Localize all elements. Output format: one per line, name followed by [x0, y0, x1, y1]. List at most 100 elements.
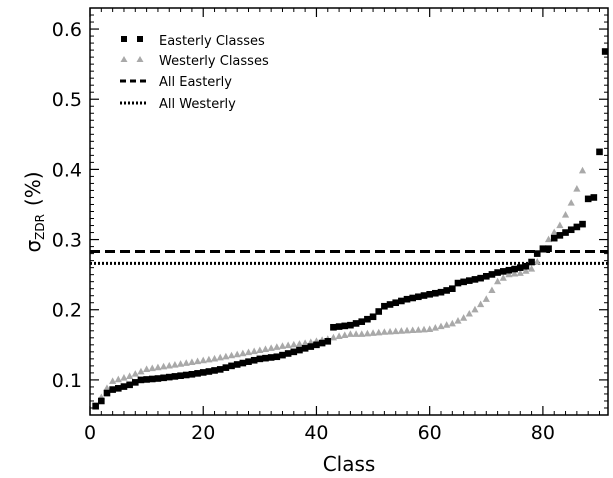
easterly-point: [98, 397, 105, 405]
easterly-point: [120, 383, 128, 390]
westerly-point: [261, 345, 270, 352]
westerly-point: [533, 258, 541, 265]
easterly-point: [584, 195, 592, 203]
svg-text:σZDR(%): σZDR (%): [21, 171, 47, 252]
westerly-point: [103, 384, 111, 391]
easterly-point: [273, 353, 281, 361]
westerly-point: [414, 326, 422, 333]
easterly-point: [375, 308, 383, 315]
westerly-point: [193, 357, 202, 365]
westerly-series: [92, 166, 587, 410]
easterly-point: [556, 232, 564, 239]
easterly-point: [352, 320, 360, 327]
easterly-point: [284, 350, 292, 357]
westerly-point: [131, 370, 139, 377]
westerly-point: [409, 326, 417, 334]
westerly-point: [284, 341, 292, 349]
westerly-point: [143, 365, 151, 372]
easterly-point: [403, 295, 411, 303]
westerly-point: [420, 325, 428, 333]
easterly-point: [539, 245, 547, 252]
y-tick-label: 0.5: [52, 89, 82, 111]
easterly-point: [579, 220, 586, 228]
westerly-point: [244, 348, 253, 356]
westerly-point: [465, 309, 473, 317]
easterly-point: [398, 297, 405, 305]
easterly-point: [148, 375, 156, 383]
easterly-point: [437, 288, 445, 296]
westerly-point: [335, 332, 343, 340]
easterly-point: [171, 373, 179, 380]
westerly-point: [437, 322, 445, 330]
legend-label-all-westerly: All Westerly: [159, 97, 236, 112]
x-tick-label: 60: [418, 422, 442, 444]
easterly-point: [115, 385, 122, 392]
y-axis-title: σZDR (%): [21, 171, 47, 252]
easterly-point: [324, 338, 332, 345]
easterly-point: [109, 386, 116, 393]
easterly-point: [160, 374, 167, 382]
easterly-point: [256, 355, 264, 363]
westerly-point: [471, 305, 479, 313]
legend-marker-westerly-1: [120, 56, 128, 62]
easterly-point: [154, 375, 162, 382]
y-axis-subscript: ZDR: [33, 214, 47, 240]
easterly-point: [330, 323, 337, 331]
westerly-point: [199, 356, 207, 364]
westerly-point: [165, 361, 173, 369]
westerly-point: [516, 269, 524, 276]
easterly-point: [301, 345, 309, 352]
westerly-point: [426, 325, 434, 332]
easterly-point: [477, 274, 484, 282]
westerly-point: [239, 349, 247, 357]
legend-marker-easterly-1: [121, 36, 127, 42]
easterly-point: [420, 292, 428, 299]
easterly-series: [92, 48, 609, 410]
easterly-point: [279, 351, 286, 359]
westerly-point: [431, 323, 439, 331]
x-tick-label: 0: [84, 422, 96, 444]
westerly-point: [188, 358, 196, 365]
easterly-point: [347, 321, 354, 329]
westerly-point: [363, 329, 371, 337]
x-tick-label: 80: [531, 422, 555, 444]
westerly-point: [176, 360, 185, 367]
westerly-point: [358, 330, 366, 337]
easterly-point: [165, 373, 173, 381]
easterly-point: [499, 268, 507, 275]
easterly-point: [245, 358, 252, 365]
reference-lines: [90, 249, 608, 265]
westerly-point: [567, 199, 575, 206]
easterly-point: [466, 277, 473, 284]
easterly-point: [449, 285, 456, 292]
x-tick-label: 40: [304, 422, 328, 444]
westerly-point: [369, 329, 377, 336]
x-tick-label: 20: [191, 422, 215, 444]
easterly-point: [228, 362, 235, 370]
easterly-point: [137, 376, 145, 384]
westerly-point: [329, 333, 338, 341]
easterly-point: [358, 318, 366, 325]
easterly-point: [511, 265, 518, 273]
westerly-point: [556, 221, 564, 229]
easterly-point: [211, 367, 218, 374]
westerly-point: [341, 331, 349, 338]
westerly-point: [448, 319, 456, 327]
legend-marker-easterly-2: [137, 36, 143, 42]
westerly-point: [250, 347, 258, 355]
westerly-point: [301, 339, 309, 347]
westerly-point: [380, 328, 388, 335]
easterly-point: [522, 262, 530, 270]
westerly-point: [403, 326, 411, 334]
westerly-point: [137, 367, 145, 375]
westerly-point: [352, 330, 360, 337]
easterly-point: [313, 341, 320, 349]
westerly-point: [510, 269, 519, 277]
easterly-point: [364, 315, 371, 323]
easterly-point: [194, 370, 201, 377]
easterly-point: [143, 376, 150, 383]
easterly-point: [573, 223, 581, 231]
easterly-point: [590, 194, 598, 201]
easterly-point: [409, 294, 416, 302]
